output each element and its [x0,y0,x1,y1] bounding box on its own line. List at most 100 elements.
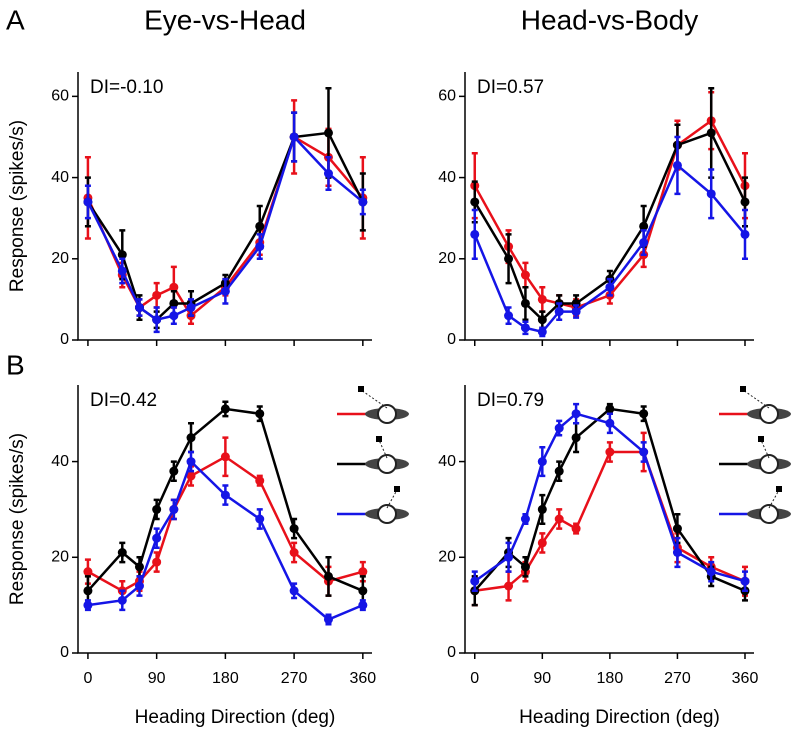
panel-label: A [6,4,25,35]
y-tick-label: 0 [60,644,69,661]
data-point [639,409,649,419]
panel-label: B [6,349,25,380]
legend-icon-target [758,436,764,442]
legend-icon-head [377,504,397,524]
y-tick-label: 40 [438,169,456,186]
data-point [134,303,144,313]
data-point [169,282,179,292]
data-point [520,298,530,308]
data-point [706,128,716,138]
data-point [255,409,265,419]
x-tick-label: 360 [732,670,759,687]
x-axis-label: Heading Direction (deg) [135,707,336,728]
data-point [554,466,564,476]
legend-icon-gaze [386,489,398,509]
data-point [83,197,93,207]
legend-icon-gaze [742,389,770,409]
y-tick-label: 0 [60,331,69,348]
data-point [740,229,750,239]
data-point [639,238,649,248]
data-point [169,311,179,321]
data-point [134,581,144,591]
data-point [169,466,179,476]
legend-icon-head [759,504,779,524]
x-tick-label: 90 [148,670,166,687]
data-point [706,567,716,577]
y-tick-label: 60 [438,88,456,105]
data-point [152,533,162,543]
data-point [571,409,581,419]
y-tick-label: 40 [51,169,69,186]
data-point [255,221,265,231]
y-axis-label: Response (spikes/s) [7,433,28,605]
data-point [740,576,750,586]
x-tick-label: 90 [533,670,551,687]
data-point [358,600,368,610]
legend-icon-gaze [760,439,770,459]
data-point [706,189,716,199]
x-tick-label: 0 [470,670,479,687]
x-tick-label: 180 [212,670,239,687]
data-point [520,323,530,333]
data-point [605,404,615,414]
data-point [470,197,480,207]
x-tick-label: 180 [597,670,624,687]
x-tick-label: 0 [83,670,92,687]
data-point [220,286,230,296]
data-point [323,128,333,138]
data-point [255,514,265,524]
x-tick-label: 270 [664,670,691,687]
series-line [474,412,746,583]
data-point [289,586,299,596]
annotation: DI=0.79 [477,390,544,411]
data-point [169,504,179,514]
data-point [152,315,162,325]
data-point [83,567,93,577]
data-point [358,586,368,596]
data-point [537,457,547,467]
annotation: DI=-0.10 [90,77,163,98]
data-point [152,557,162,567]
data-point [83,600,93,610]
data-point [220,404,230,414]
data-point [639,447,649,457]
data-point [672,524,682,534]
data-point [255,476,265,486]
data-point [554,514,564,524]
y-tick-label: 20 [51,250,69,267]
data-point [672,160,682,170]
data-point [358,197,368,207]
data-point [537,294,547,304]
data-point [289,132,299,142]
data-point [571,433,581,443]
y-tick-label: 0 [447,331,456,348]
data-point [605,447,615,457]
data-point [117,548,127,557]
legend-icon-target [394,486,400,492]
series-line [474,450,746,593]
data-point [504,254,514,264]
legend-icon-head [377,454,397,474]
y-tick-label: 40 [438,453,456,470]
x-tick-label: 270 [281,670,308,687]
legend-icon-head [377,404,397,424]
annotation: DI=0.42 [90,390,157,411]
data-point [186,471,196,481]
legend-icon-head [759,404,779,424]
data-point [605,282,615,292]
data-point [504,552,514,562]
data-point [134,562,144,572]
data-point [504,581,514,591]
data-point [83,586,93,596]
data-point [220,490,230,500]
data-point [537,327,547,337]
data-point [537,538,547,548]
data-point [323,169,333,179]
y-tick-label: 0 [447,644,456,661]
series-line [473,163,746,334]
data-point [117,250,127,260]
data-point [186,303,196,313]
y-tick-label: 40 [51,453,69,470]
data-point [605,418,615,428]
